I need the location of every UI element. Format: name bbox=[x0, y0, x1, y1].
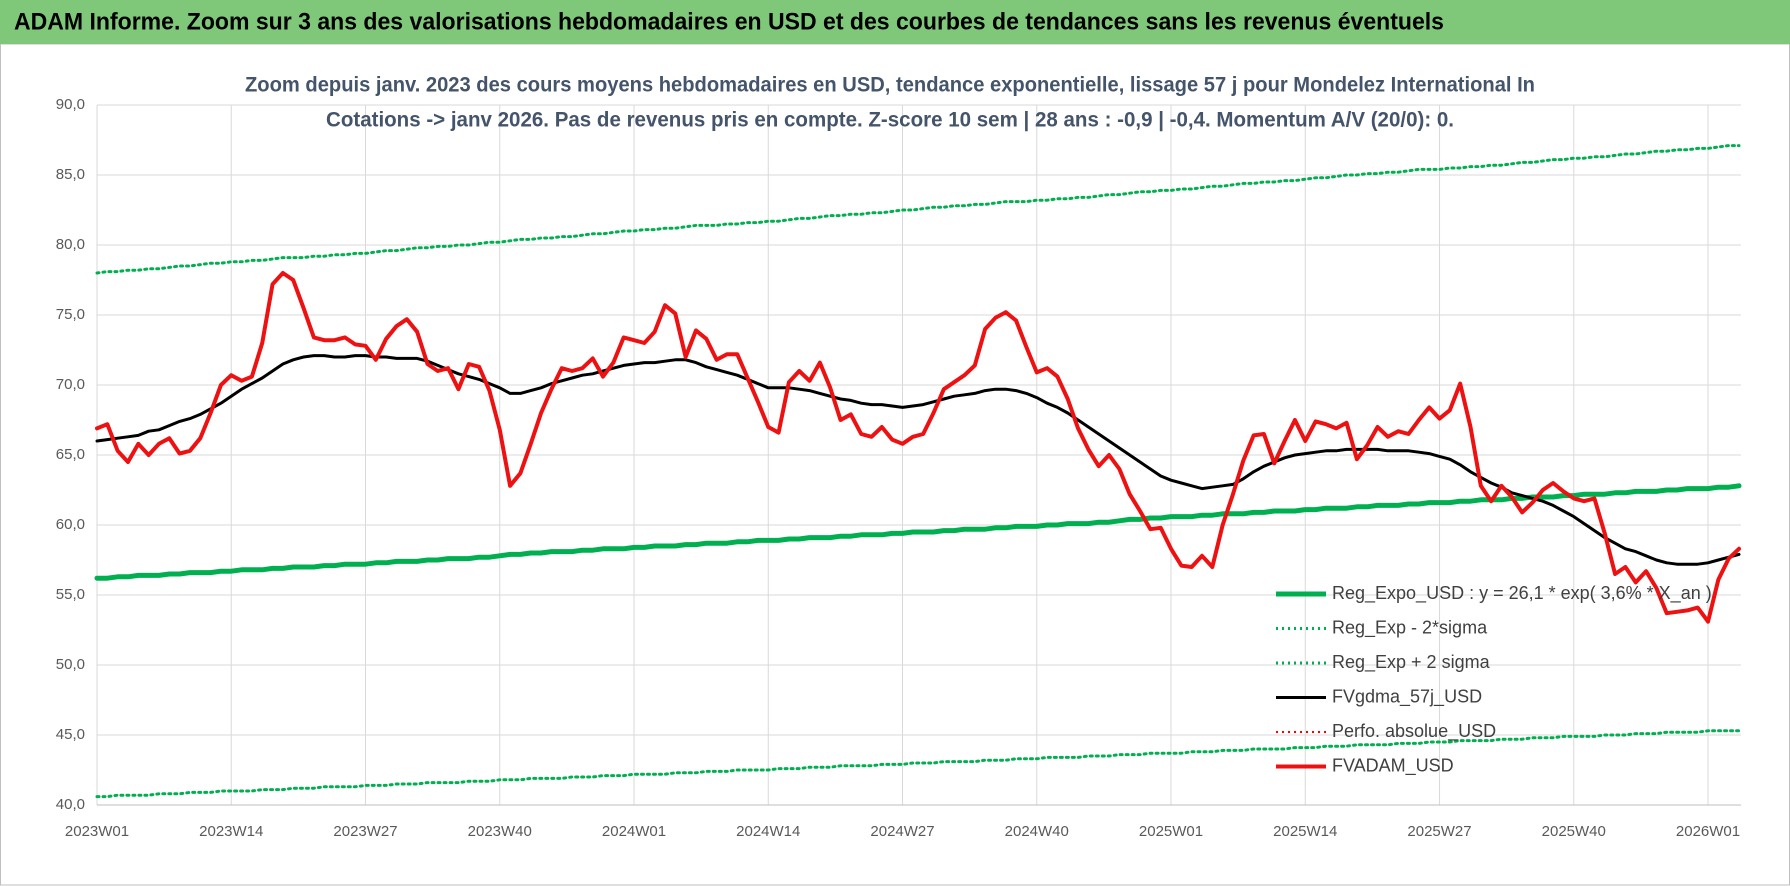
y-tick-label: 65,0 bbox=[56, 446, 85, 463]
x-tick-label: 2026W01 bbox=[1676, 823, 1740, 840]
y-tick-label: 85,0 bbox=[56, 166, 85, 183]
plot-area: 40,0 45,0 50,0 55,0 60,0 65,0 70,0 75,0 80,0 85,0… bbox=[56, 96, 1742, 840]
x-tick-label: 2023W27 bbox=[333, 823, 397, 840]
series-line bbox=[95, 271, 1741, 624]
legend-label: FVgdma_57j_USD bbox=[1332, 686, 1482, 707]
x-tick-label: 2025W27 bbox=[1407, 823, 1471, 840]
x-tick-label: 2023W14 bbox=[199, 823, 263, 840]
x-tick-label: 2024W40 bbox=[1005, 823, 1069, 840]
y-tick-label: 45,0 bbox=[56, 726, 85, 743]
legend-label: FVADAM_USD bbox=[1332, 755, 1454, 776]
y-tick-label: 50,0 bbox=[56, 656, 85, 673]
chart-title: Zoom depuis janv. 2023 des cours moyens … bbox=[245, 74, 1535, 97]
y-tick-label: 55,0 bbox=[56, 586, 85, 603]
series-line bbox=[95, 729, 1741, 799]
x-tick-label: 2025W40 bbox=[1542, 823, 1606, 840]
x-tick-label: 2024W14 bbox=[736, 823, 800, 840]
y-tick-label: 60,0 bbox=[56, 516, 85, 533]
header-bar bbox=[0, 0, 1790, 44]
x-tick-label: 2023W01 bbox=[65, 823, 129, 840]
y-tick-label: 40,0 bbox=[56, 796, 85, 813]
legend-label: Reg_Expo_USD : y = 26,1 * exp( 3,6% * X_… bbox=[1332, 583, 1712, 604]
legend-label: Reg_Exp + 2 sigma bbox=[1332, 652, 1491, 673]
y-tick-label: 70,0 bbox=[56, 376, 85, 393]
x-tick-label: 2025W01 bbox=[1139, 823, 1203, 840]
y-tick-label: 75,0 bbox=[56, 306, 85, 323]
x-tick-label: 2024W01 bbox=[602, 823, 666, 840]
y-tick-label: 80,0 bbox=[56, 236, 85, 253]
header-title: ADAM Informe. Zoom sur 3 ans des valoris… bbox=[14, 8, 1444, 35]
series-line bbox=[94, 483, 1742, 581]
x-tick-label: 2025W14 bbox=[1273, 823, 1337, 840]
series-line bbox=[95, 354, 1741, 566]
chart-subtitle: Cotations -> janv 2026. Pas de revenus p… bbox=[326, 109, 1454, 132]
y-tick-label: 90,0 bbox=[56, 96, 85, 113]
x-tick-label: 2023W40 bbox=[468, 823, 532, 840]
series-line bbox=[95, 144, 1741, 275]
legend-label: Reg_Exp - 2*sigma bbox=[1332, 617, 1488, 638]
legend-label: Perfo. absolue_USD bbox=[1332, 721, 1496, 742]
x-tick-label: 2024W27 bbox=[870, 823, 934, 840]
